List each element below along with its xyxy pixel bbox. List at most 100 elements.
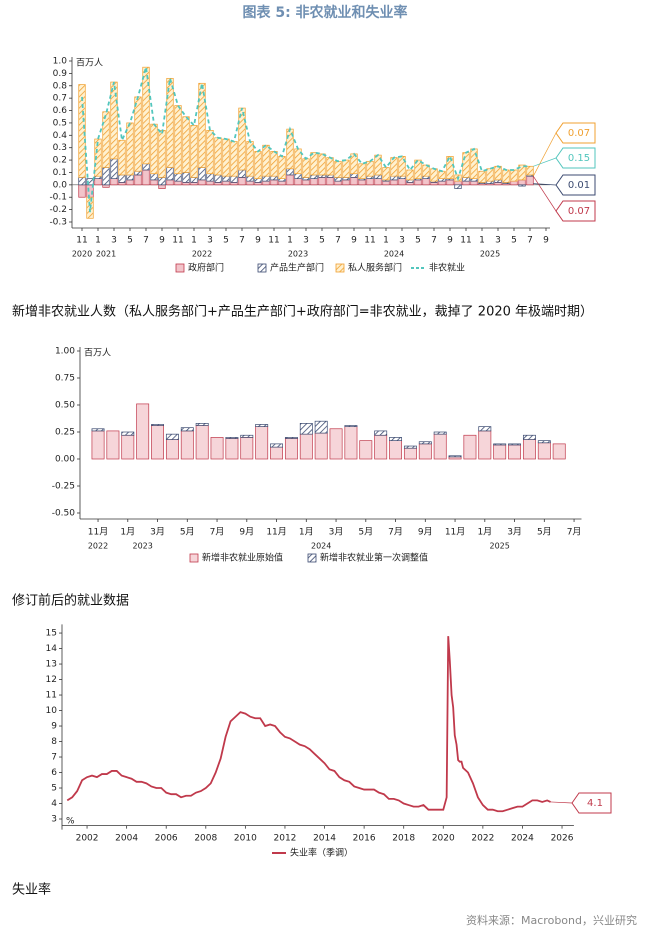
x-tick-label: 2020 <box>432 834 455 844</box>
bar-segment <box>254 151 262 180</box>
bar-segment <box>94 138 102 177</box>
y-unit: % <box>66 817 75 827</box>
caption: 新增非农就业人数（私人服务部门+产品生产部门+政府部门=非农就业，裁掉了 202… <box>12 304 593 320</box>
y-tick-label: 1.00 <box>55 347 75 357</box>
bar-segment <box>510 169 518 182</box>
x-tick-label: 3 <box>399 236 405 246</box>
bar-segment <box>389 437 403 441</box>
x-tick-label: 1月 <box>299 527 314 538</box>
y-unit: 百万人 <box>76 58 103 69</box>
y-tick-label: 0.25 <box>55 428 75 438</box>
bar-segment <box>430 182 438 186</box>
bar-segment <box>462 177 470 182</box>
y-tick-label: 0.9 <box>53 69 68 79</box>
bar-segment <box>310 178 318 186</box>
x-tick-label: 3 <box>111 236 117 246</box>
bar-segment <box>270 175 278 181</box>
x-tick-label: 7 <box>431 236 437 246</box>
bar-segment <box>478 170 486 183</box>
bar-segment <box>374 174 382 180</box>
bar-segment <box>508 444 522 460</box>
bar-segment <box>406 182 414 186</box>
bar-segment <box>102 167 110 186</box>
bar-segment <box>350 177 358 186</box>
bar-segment <box>302 158 310 178</box>
bar-segment <box>134 170 142 176</box>
y-tick-label: 8 <box>51 737 57 747</box>
bar-segment <box>230 175 238 183</box>
bar-segment <box>206 130 214 175</box>
annotation-leader <box>532 132 557 177</box>
y-tick-label: 5 <box>51 784 57 794</box>
bar-segment <box>433 433 447 460</box>
annotation-box <box>571 792 612 814</box>
x-tick-label: 11 <box>460 236 471 246</box>
bar-segment <box>126 174 134 181</box>
bar-segment <box>302 179 310 186</box>
y-tick-label: 0.8 <box>53 81 68 91</box>
y-tick-label: 0.00 <box>55 455 75 465</box>
line-series <box>66 636 551 813</box>
bar-segment <box>493 443 507 446</box>
bar-segment <box>294 173 302 180</box>
legend-swatch <box>335 263 345 273</box>
bar-segment <box>390 175 398 181</box>
bar-segment <box>494 179 502 183</box>
bar-segment <box>126 179 134 186</box>
bar-segment <box>166 167 174 181</box>
x-tick-label: 3 <box>207 236 213 246</box>
bar-segment <box>118 139 126 176</box>
bar-segment <box>182 116 190 173</box>
x-tick-label: 7 <box>527 236 533 246</box>
bar-segment <box>142 169 150 186</box>
bar-segment <box>270 179 278 186</box>
y-tick-label: -0.25 <box>52 482 75 492</box>
bar-segment <box>91 430 105 460</box>
x-tick-label: 5 <box>415 236 421 246</box>
y-tick-label: 14 <box>46 644 58 654</box>
bar-segment <box>422 175 430 180</box>
x-tick-label: 9月 <box>418 527 433 538</box>
bar-segment <box>334 177 342 182</box>
bar-segment <box>240 434 254 438</box>
x-tick-label: 2012 <box>274 834 297 844</box>
x-tick-label: 2024 <box>511 834 534 844</box>
bar-segment <box>278 180 286 186</box>
bar-segment <box>118 174 126 183</box>
y-tick-label: 0.6 <box>53 106 68 116</box>
bar-segment <box>158 130 166 178</box>
x-tick-label: 7 <box>143 236 149 246</box>
x-tick-label: 5 <box>127 236 133 246</box>
bar-segment <box>182 172 190 183</box>
bar-segment <box>403 445 417 449</box>
bar-segment <box>151 425 164 460</box>
annotation-label: 0.01 <box>568 180 590 191</box>
bar-segment <box>448 455 462 458</box>
bar-segment <box>190 125 198 178</box>
bar-segment <box>166 179 174 186</box>
y-tick-label: 0.2 <box>53 156 67 166</box>
year-label: 2023 <box>132 542 152 551</box>
bar-segment <box>366 160 374 177</box>
bar-segment <box>326 157 334 176</box>
year-label: 2022 <box>192 250 212 259</box>
bar-segment <box>414 159 422 180</box>
bar-segment <box>151 424 164 426</box>
bar-segment <box>190 177 198 183</box>
bar-segment <box>486 180 494 184</box>
bar-segment <box>78 84 86 178</box>
bar-segment <box>510 180 518 186</box>
annotation-label: 0.15 <box>568 153 590 164</box>
bar-segment <box>270 151 278 177</box>
bar-segment <box>366 175 374 180</box>
bar-segment <box>438 180 446 186</box>
x-tick-label: 7月 <box>388 527 403 538</box>
y-tick-label: -0.50 <box>52 509 76 519</box>
legend-swatch <box>189 553 199 563</box>
bar-segment <box>318 153 326 176</box>
bar-segment <box>422 164 430 177</box>
caption: 修订前后的就业数据 <box>12 593 129 609</box>
y-tick-label: 0.4 <box>53 131 68 141</box>
bar-segment <box>438 170 446 180</box>
bar-segment <box>518 164 526 181</box>
